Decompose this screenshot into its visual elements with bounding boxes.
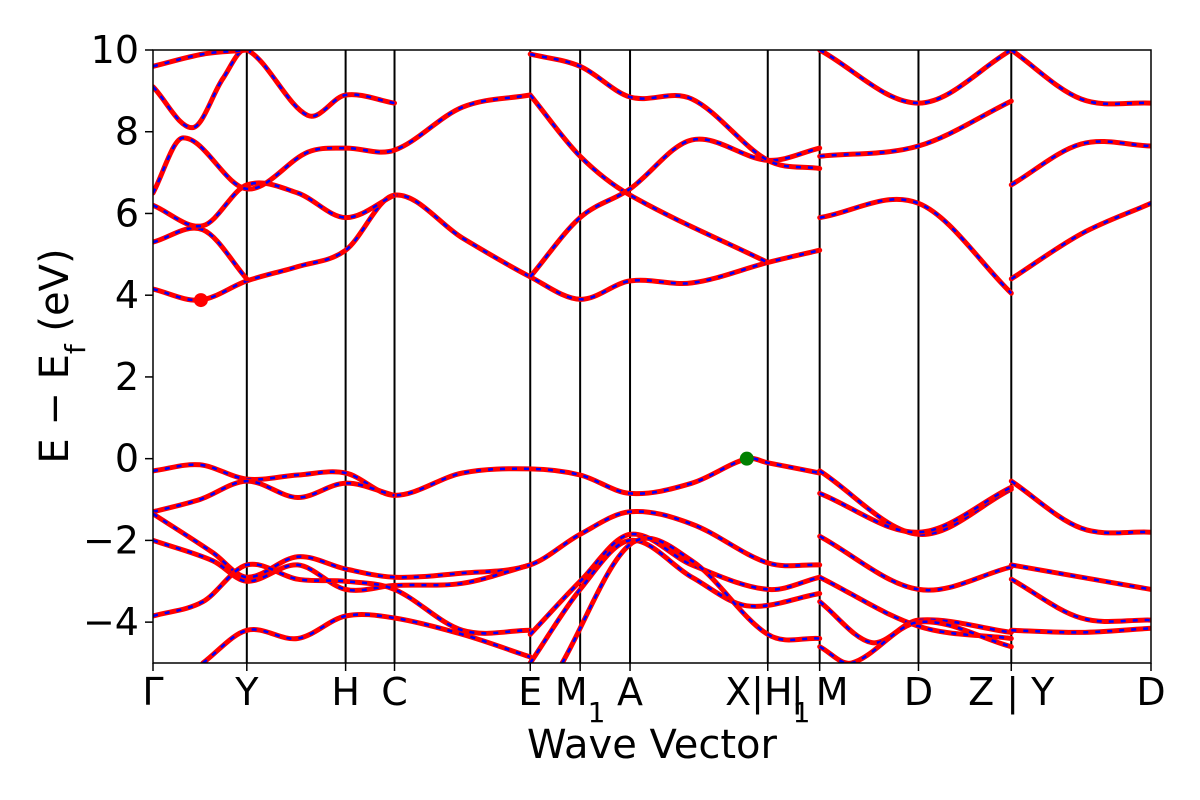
- y-tick-label-3: 2: [115, 355, 139, 399]
- band-wannier-20: [200, 611, 533, 663]
- y-tick-label-4: 4: [115, 273, 139, 317]
- band-wannier-4: [153, 50, 397, 131]
- band-wannier-33: [1008, 625, 1151, 635]
- band-dft-31: [1011, 563, 1151, 591]
- x-tick-label-5: M1: [555, 670, 606, 729]
- x-axis-ticks: Γ Y H C E M1 A X|H1| M D Z | Y D: [142, 663, 1166, 729]
- y-tick-label-7: 10: [91, 28, 139, 72]
- band-wannier-12: [1008, 200, 1151, 282]
- band-dft-14: [1010, 50, 1151, 106]
- band-wannier-9: [817, 196, 1014, 296]
- band-dft-20: [202, 613, 531, 663]
- band-dft-23: [561, 537, 820, 663]
- band-dft-11: [819, 50, 1012, 105]
- band-wannier-25: [817, 484, 1014, 535]
- band-dft-12: [1010, 202, 1151, 280]
- band-wannier-26: [817, 533, 1014, 593]
- band-dft-13: [1010, 140, 1151, 186]
- x-tick-label-4: E: [518, 670, 542, 714]
- x-tick-label-3: C: [381, 670, 408, 714]
- band-dft-2: [153, 181, 396, 228]
- x-tick-label-6: A: [617, 670, 643, 714]
- y-tick-label-2: 0: [115, 437, 139, 481]
- extrema-markers: [193, 293, 754, 466]
- band-dft-29: [819, 620, 1012, 663]
- band-wannier-2: [153, 180, 397, 229]
- band-wannier-17: [153, 508, 823, 580]
- plot-frame: [152, 49, 1152, 664]
- band-dft-6: [529, 94, 769, 264]
- y-axis-title: E − Ef (eV): [32, 248, 92, 463]
- band-dft-30: [1010, 480, 1151, 535]
- x-tick-label-10: Z | Y: [968, 670, 1055, 715]
- band-dft-8: [529, 52, 820, 170]
- band-wannier-15: [153, 455, 823, 498]
- band-dft-9: [819, 198, 1013, 295]
- band-lines: [153, 50, 1151, 663]
- y-tick-label-6: 8: [115, 110, 139, 154]
- band-dft-17: [153, 510, 820, 579]
- x-tick-label-2: H: [331, 670, 360, 714]
- band-dft-15: [153, 457, 820, 497]
- band-wannier-0: [153, 192, 823, 303]
- x-tick-label-7: X|H1: [725, 670, 810, 729]
- x-tick-label-11: D: [1136, 670, 1165, 714]
- vbm-marker: [739, 451, 754, 466]
- band-dft-0: [153, 193, 820, 302]
- y-tick-label-0: −4: [83, 600, 139, 644]
- y-tick-label-1: −2: [83, 518, 139, 562]
- band-dft-19: [153, 563, 531, 635]
- band-dft-7: [529, 137, 820, 278]
- x-tick-label-1: Y: [234, 670, 259, 714]
- y-tick-label-5: 6: [115, 191, 139, 235]
- band-wannier-13: [1008, 138, 1151, 188]
- band-wannier-3: [153, 92, 533, 196]
- band-dft-5: [153, 50, 247, 68]
- band-wannier-14: [1008, 50, 1151, 107]
- band-dft-18: [153, 539, 531, 592]
- cbm-marker: [193, 293, 208, 308]
- x-tick-label-9: D: [904, 670, 933, 714]
- band-dft-24: [819, 469, 1012, 536]
- band-wannier-11: [817, 50, 1014, 106]
- x-axis-title: Wave Vector: [527, 722, 778, 768]
- band-wannier-6: [527, 92, 771, 265]
- band-dft-16: [153, 479, 395, 514]
- band-dft-1: [153, 227, 248, 280]
- band-dft-22: [529, 539, 820, 663]
- x-tick-label-8: | M: [791, 670, 849, 715]
- y-axis-ticks: −4 −2 0 2 4 6 8 10: [83, 28, 153, 644]
- band-dft-4: [153, 50, 395, 129]
- band-dft-21: [529, 533, 820, 636]
- band-dft-27: [819, 576, 1012, 640]
- band-dft-26: [819, 535, 1012, 592]
- band-dft-10: [819, 99, 1012, 158]
- x-tick-label-0: Γ: [142, 670, 163, 714]
- band-dft-32: [1010, 578, 1151, 623]
- band-wannier-30: [1008, 478, 1151, 536]
